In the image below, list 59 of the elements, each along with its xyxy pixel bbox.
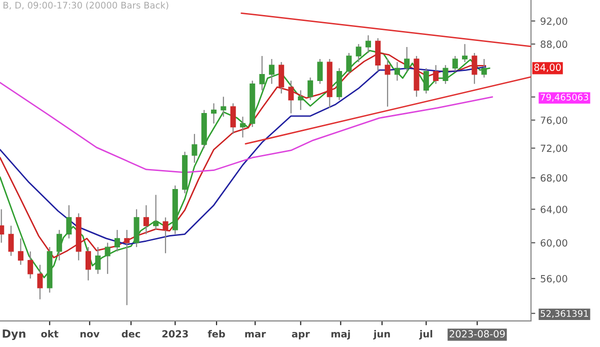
y-tick-label: 76,00 [540, 116, 568, 125]
candlestick [240, 116, 246, 138]
candlestick [481, 58, 487, 78]
x-tick-label: dec [122, 330, 140, 338]
y-tick-label: 88,00 [540, 40, 568, 49]
candlestick [317, 58, 323, 84]
y-tick-label: 56,00 [540, 275, 568, 284]
x-tick-label: jun [373, 330, 390, 340]
candlestick [8, 225, 14, 256]
x-tick-label: 2023 [162, 330, 188, 338]
y-tick-label: 92,00 [540, 17, 568, 26]
x-tick-label: mar [245, 332, 266, 338]
candlestick [452, 55, 458, 72]
candlestick [0, 208, 4, 244]
candlestick [259, 55, 265, 91]
x-tick-label: 2023-08-09 [450, 330, 505, 338]
candlestick [394, 61, 400, 82]
candlestick [384, 58, 390, 108]
y-tick-label: 60,00 [540, 239, 568, 248]
candlestick [346, 52, 352, 75]
x-tick-label: maj [331, 330, 350, 340]
annotation: 84,00 [534, 64, 561, 72]
x-tick-label: feb [208, 330, 225, 338]
candlestick [268, 58, 274, 84]
candlestick [288, 80, 294, 114]
y-tick-label: 79,465063 [540, 94, 588, 102]
x-tick-label: apr [292, 332, 310, 340]
candlestick [153, 194, 159, 230]
candlestick [308, 76, 314, 101]
x-tick-label: nov [80, 332, 100, 338]
candlestick [104, 242, 110, 274]
candlestick [56, 229, 62, 261]
line-series [0, 82, 494, 174]
candlestick [220, 96, 226, 118]
candlestick [114, 229, 120, 252]
candlestick [298, 90, 304, 111]
candlestick [143, 204, 149, 235]
candlestick [433, 64, 439, 84]
candlestick [442, 64, 448, 84]
y-tick-label: 72,00 [540, 144, 568, 153]
y-tick-label: 64,00 [540, 206, 568, 214]
x-tick-label: okt [41, 330, 58, 338]
text: Dyn [2, 330, 26, 340]
y-tick-label: 52,361391 [540, 310, 588, 318]
candlestick [162, 216, 168, 254]
x-tick-label: jul [419, 330, 432, 340]
y-tick-label: 68,00 [540, 174, 568, 183]
candlestick [95, 246, 101, 274]
candlestick [192, 133, 198, 164]
candlestick [278, 61, 284, 94]
candlestick [37, 264, 43, 300]
candlestick [230, 102, 236, 134]
candlestick [211, 102, 217, 124]
candlestick [66, 204, 72, 239]
candlestick [86, 246, 92, 281]
candlestick [18, 238, 24, 266]
candlestick [423, 68, 429, 94]
candlestick [28, 250, 34, 280]
chart-title: B, D, 09:00-17:30 (20000 Bars Back) [4, 2, 168, 10]
